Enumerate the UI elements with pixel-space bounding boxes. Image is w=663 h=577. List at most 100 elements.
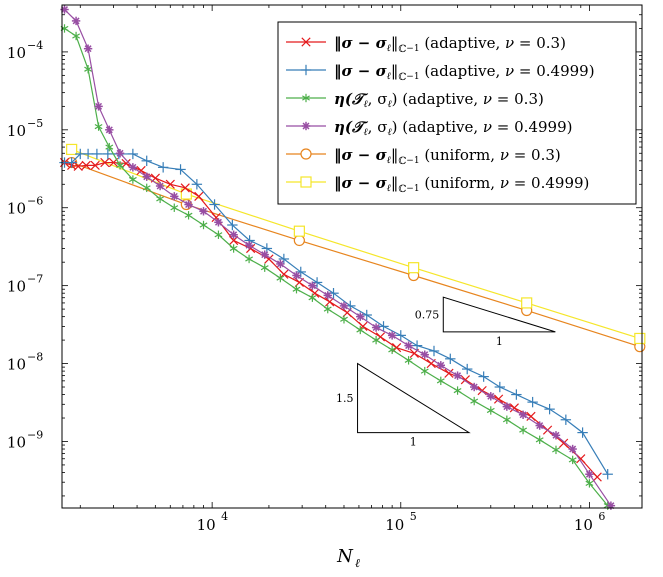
slope-triangles: 0.75 1 1.51 [336, 296, 556, 449]
series-1-point [592, 472, 602, 482]
series-3-point [372, 335, 381, 345]
series-3-point [404, 356, 413, 365]
series-2-point [478, 371, 489, 382]
x-tick-label: 10 [574, 516, 593, 534]
series-3-point [323, 304, 332, 314]
tick-labels: 10 4 10 5 10 610 −910 −810 −710 −610 −510 −4 [7, 39, 606, 534]
series-3-point [245, 254, 254, 264]
series-6-point [293, 225, 305, 237]
series-3-point [453, 386, 462, 395]
series-2-point [361, 309, 372, 321]
series-3-point [72, 31, 81, 41]
series-4-point [199, 207, 208, 216]
y-tick-exponent: −5 [27, 117, 43, 130]
series-4-point [323, 291, 332, 300]
series-4-point [184, 200, 193, 209]
series-4-point [308, 281, 317, 290]
y-tick-label: 10 [7, 433, 26, 451]
series-3-point [276, 273, 285, 283]
series-3-point [568, 455, 577, 465]
series-4-point [276, 259, 285, 269]
series-2-point [82, 148, 94, 160]
series-3-point [436, 376, 445, 386]
x-axis-label-subscript: ℓ [355, 556, 360, 570]
slope-run-label: 1 [496, 335, 503, 348]
y-tick-exponent: −7 [27, 273, 43, 286]
slope-rise-label: 1.5 [336, 392, 354, 405]
series-4-point [585, 470, 594, 479]
series-4 [60, 5, 616, 510]
series-4-point [105, 125, 114, 135]
series-4-point [606, 501, 616, 510]
y-tick-exponent: −6 [27, 195, 43, 208]
series-4-point [404, 341, 413, 350]
series-4-point [155, 181, 165, 191]
x-axis-label-text: N [336, 546, 354, 567]
series-2-point [577, 427, 588, 438]
legend-swatch-marker [300, 176, 312, 188]
y-tick-exponent: −8 [27, 351, 43, 364]
series-3-point [388, 345, 397, 355]
series-3-point [519, 425, 528, 435]
series-2-point [311, 277, 323, 288]
series-2-point [445, 353, 456, 365]
series-4-point [535, 421, 544, 430]
series-3-point [116, 161, 124, 170]
series-1-point [526, 411, 536, 421]
series-2-point [102, 148, 114, 160]
series-3-point [84, 64, 93, 74]
series-4-point [83, 44, 93, 53]
series-2-point [544, 403, 555, 415]
series-4-point [214, 218, 223, 227]
series-3-point [214, 230, 223, 239]
legend-label: ‖σ − σℓ‖ℂ−1 (uniform, ν = 0.4999) [334, 174, 589, 195]
series-2-point [209, 199, 220, 210]
series-3-point [94, 122, 103, 131]
series-3 [60, 24, 612, 510]
series-1-point [90, 160, 100, 170]
slope-rise-label: 0.75 [415, 309, 440, 322]
series-2-point [511, 389, 522, 400]
series-4-point [142, 172, 151, 181]
series-3-point [184, 211, 193, 220]
slope-triangle-shape [442, 296, 556, 333]
series-3-point [199, 220, 208, 230]
series-1-point [180, 183, 190, 193]
series-1-point [559, 438, 569, 448]
series-4-point [436, 361, 446, 370]
legend-entry-6: ‖σ − σℓ‖ℂ−1 (uniform, ν = 0.4999) [286, 174, 589, 195]
series-4-point [420, 350, 429, 359]
slope-triangle-1: 0.75 1 [415, 296, 556, 348]
legend-label: η(𝒯ℓ, σℓ) (adaptive, ν = 0.4999) [334, 118, 572, 138]
series-4-point [229, 230, 238, 239]
series-1-point [100, 157, 110, 168]
series-4-point [260, 250, 269, 259]
series-2-point [191, 179, 203, 190]
legend-box [277, 21, 637, 205]
y-tick-exponent: −4 [27, 39, 43, 52]
series-2-point [157, 162, 169, 173]
series-4-point [292, 271, 301, 280]
x-tick-exponent: 5 [410, 510, 417, 523]
series-1-point [136, 165, 146, 176]
series-4-point [502, 402, 512, 411]
series-6-point [66, 143, 78, 156]
series-3-point [292, 285, 301, 294]
series-2-point [127, 148, 139, 160]
series-1-point [493, 394, 504, 404]
plot-frame [61, 4, 643, 509]
series-4-point [71, 16, 81, 26]
series-3-point [128, 175, 137, 184]
slope-triangle-2: 1.51 [336, 362, 471, 449]
series-3-point [229, 244, 238, 253]
series-1-point [194, 191, 204, 201]
series-2-point [395, 330, 406, 341]
series-2-point [91, 148, 103, 160]
series-3-point [170, 203, 179, 212]
legend-entry-1: ‖σ − σℓ‖ℂ−1 (adaptive, ν = 0.3) [286, 34, 566, 55]
series-4-point [518, 410, 528, 419]
series-4-point [128, 163, 138, 172]
x-tick-label: 10 [197, 516, 216, 534]
series-4-point [453, 371, 462, 380]
